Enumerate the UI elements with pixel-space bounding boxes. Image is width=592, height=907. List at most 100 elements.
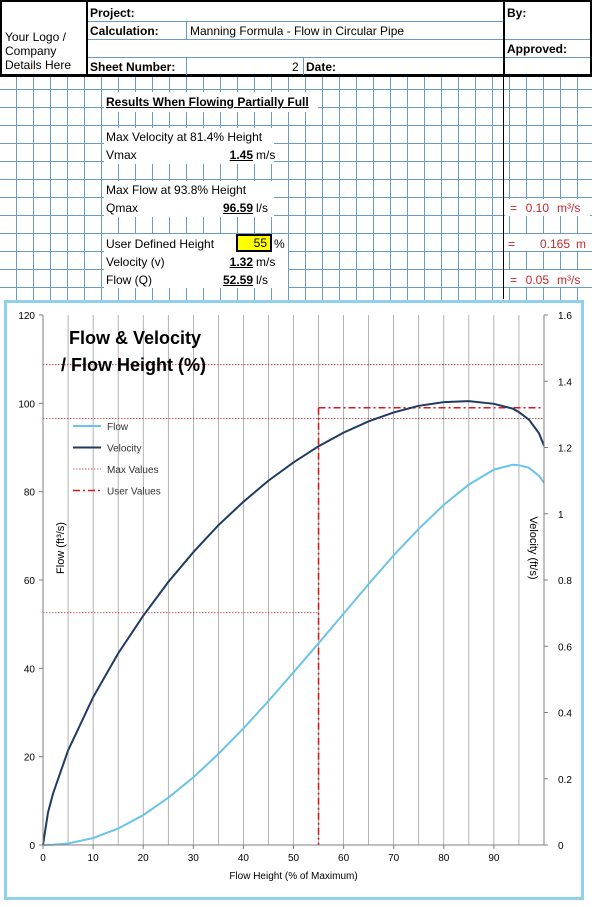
flow-value: 52.59	[222, 273, 253, 287]
qmax-label: Qmax	[106, 201, 139, 215]
x-tick-label: 30	[188, 853, 200, 864]
user-height-equals: =	[508, 237, 516, 251]
y-right-tick-label: 1.2	[558, 444, 572, 455]
qmax-alt-value: 0.10	[525, 201, 549, 215]
chart-axes: 0 10 20 30 40 50 60 70 80 90 0 20 40 60 80 100 120 0 0.2 0.…	[18, 311, 572, 864]
header-border-bottom	[0, 74, 592, 77]
legend-label: Max Values	[107, 465, 159, 476]
header-border-left	[0, 0, 2, 77]
qmax-alt-unit: m³/s	[557, 201, 581, 215]
flow-unit: l/s	[256, 273, 268, 287]
logo-text-line: Company	[5, 44, 57, 58]
cell-mask	[104, 181, 274, 217]
flow-alt-value: 0.05	[525, 273, 549, 287]
approved-label: Approved:	[507, 42, 567, 56]
velocity-value: 1.32	[229, 255, 253, 269]
x-tick-label: 10	[88, 853, 100, 864]
x-axis-label: Flow Height (% of Maximum)	[229, 871, 357, 882]
sheet-number-value[interactable]: 2	[292, 60, 299, 74]
header-col-line	[303, 57, 304, 75]
results-section-title: Results When Flowing Partially Full	[106, 95, 309, 109]
y-right-tick-label: 1.6	[558, 311, 572, 322]
y-left-tick-label: 80	[24, 488, 36, 499]
x-tick-label: 50	[288, 853, 300, 864]
header-border-top	[0, 0, 592, 2]
legend-label: User Values	[107, 487, 161, 498]
header-divider-logo	[86, 0, 88, 77]
chart-gridlines	[67, 315, 520, 845]
calculation-value[interactable]: Manning Formula - Flow in Circular Pipe	[190, 24, 405, 38]
chart-legend: Flow Velocity Max Values User Values	[73, 422, 161, 498]
x-tick-label: 40	[238, 853, 250, 864]
y-left-tick-label: 40	[24, 664, 36, 675]
max-flow-caption: Max Flow at 93.8% Height	[106, 183, 247, 197]
user-height-label: User Defined Height	[106, 237, 215, 251]
velocity-unit: m/s	[256, 255, 276, 269]
y-left-tick-label: 0	[29, 841, 35, 852]
header-border-right	[590, 0, 592, 77]
y-right-tick-label: 0.8	[558, 576, 572, 587]
y-right-tick-label: 0	[558, 841, 564, 852]
y-axis-left-label: Flow (ft³/s)	[55, 522, 67, 574]
qmax-unit: l/s	[256, 201, 268, 215]
chart-frame[interactable]: 0 10 20 30 40 50 60 70 80 90 0 20 40 60 80 100 120 0 0.2 0.…	[4, 300, 584, 900]
header-col-line	[186, 57, 187, 75]
by-label: By:	[507, 6, 527, 20]
max-velocity-caption: Max Velocity at 81.4% Height	[106, 130, 263, 144]
legend-label: Velocity	[107, 444, 141, 455]
header-row-line	[88, 39, 503, 40]
user-height-input[interactable]: 55	[236, 234, 272, 252]
x-tick-label: 90	[488, 853, 500, 864]
velocity-label: Velocity (v)	[106, 255, 165, 269]
header-background	[0, 0, 592, 76]
y-left-tick-label: 120	[18, 311, 35, 322]
y-left-tick-label: 100	[18, 399, 35, 410]
flow-label: Flow (Q)	[106, 273, 152, 287]
user-height-alt-value: 0.165	[539, 237, 570, 251]
cell-mask	[505, 234, 590, 251]
vmax-unit: m/s	[256, 148, 276, 162]
x-tick-label: 80	[438, 853, 450, 864]
project-label: Project:	[90, 6, 135, 20]
logo-text-line: Your Logo /	[5, 30, 66, 44]
column-divider	[503, 77, 504, 299]
date-label: Date:	[306, 60, 337, 74]
chart-reference-lines	[43, 364, 544, 845]
header-row-line	[505, 57, 590, 58]
y-right-tick-label: 0.4	[558, 709, 572, 720]
x-tick-label: 60	[338, 853, 350, 864]
logo-text-line: Details Here	[5, 58, 72, 72]
x-tick-label: 20	[138, 853, 150, 864]
x-tick-label: 0	[40, 853, 46, 864]
y-right-tick-label: 0.2	[558, 775, 572, 786]
chart-labels: Flow & Velocity / Flow Height (%) Flow Hei…	[55, 328, 539, 882]
flow-velocity-chart: 0 10 20 30 40 50 60 70 80 90 0 20 40 60 80 100 120 0 0.2 0.…	[18, 311, 572, 882]
cell-mask	[104, 128, 274, 164]
y-right-tick-label: 0.6	[558, 642, 572, 653]
qmax-equals: =	[510, 201, 518, 215]
chart-title-line: Flow & Velocity	[69, 328, 201, 348]
company-logo-placeholder: Your Logo / Company Details Here	[5, 30, 71, 72]
header-row-line	[88, 21, 503, 22]
header-row-line	[505, 39, 590, 40]
header-divider-by	[503, 0, 505, 77]
flow-alt-unit: m³/s	[557, 273, 581, 287]
vmax-value: 1.45	[229, 148, 253, 162]
qmax-value: 96.59	[222, 201, 253, 215]
legend-label: Flow	[107, 422, 129, 433]
calculation-label: Calculation:	[90, 24, 159, 38]
chart-title-line: / Flow Height (%)	[61, 355, 206, 375]
y-axis-right-label: Velocity (ft/s)	[527, 517, 539, 580]
x-tick-label: 70	[388, 853, 400, 864]
series-line-velocity	[42, 400, 545, 846]
user-height-unit: %	[274, 237, 285, 251]
y-right-tick-label: 1.4	[558, 377, 572, 388]
header-row-line	[88, 57, 503, 58]
y-left-tick-label: 60	[24, 576, 36, 587]
cell-mask	[505, 199, 590, 216]
header-col-line	[186, 21, 187, 39]
cell-mask	[505, 270, 590, 287]
series-line-flow	[42, 463, 545, 846]
sheet-number-label: Sheet Number:	[90, 60, 176, 74]
user-height-alt-unit: m	[576, 237, 586, 251]
